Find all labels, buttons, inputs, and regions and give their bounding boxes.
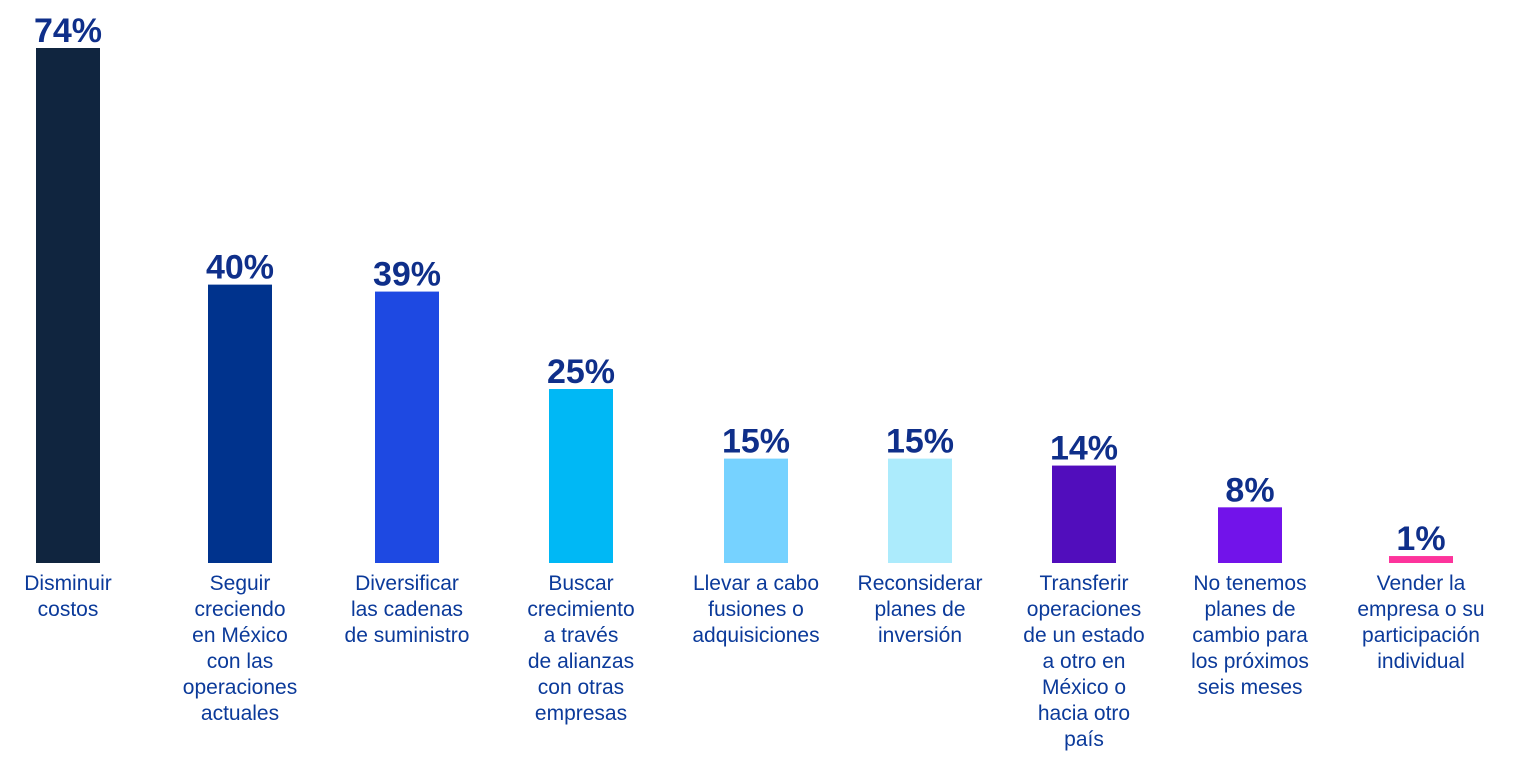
category-label-6: Reconsiderar planes de inversión	[858, 572, 983, 647]
category-label-2: Seguir creciendo en México con las operacion…	[183, 572, 297, 725]
value-labels-group: 74% 40% 39% 25% 15% 15% 14% 8% 1%	[34, 12, 1446, 558]
bar-2	[208, 284, 272, 563]
category-label-4: Buscar crecimiento a través de alianzas con …	[527, 572, 634, 725]
value-label-2: 40%	[206, 249, 274, 287]
category-label-1: Disminuir costos	[24, 572, 112, 621]
value-label-6: 15%	[886, 423, 954, 461]
bar-6	[888, 458, 952, 563]
value-label-3: 39%	[373, 256, 441, 294]
bar-1	[36, 48, 100, 563]
category-labels-group: Disminuir costos Seguir creciendo en México c…	[24, 572, 1484, 751]
category-label-3: Diversificar las cadenas de suministro	[345, 572, 470, 647]
bar-7	[1052, 465, 1116, 563]
bars-group	[36, 48, 1453, 563]
value-label-5: 15%	[722, 423, 790, 461]
value-label-9: 1%	[1396, 520, 1445, 558]
value-label-4: 25%	[547, 353, 615, 391]
bar-4	[549, 389, 613, 563]
category-label-8: No tenemos planes de cambio para los próxim…	[1191, 572, 1309, 699]
category-label-9: Vender la empresa o su participación indivi…	[1357, 572, 1484, 673]
bar-8	[1218, 507, 1282, 563]
value-label-7: 14%	[1050, 430, 1118, 468]
bar-9	[1389, 556, 1453, 563]
category-label-7: Transferir operaciones de un estado a otro …	[1023, 572, 1144, 751]
category-label-5: Llevar a cabo fusiones o adquisiciones	[692, 572, 819, 647]
value-label-1: 74%	[34, 12, 102, 50]
bar-5	[724, 458, 788, 563]
bar-3	[375, 291, 439, 563]
value-label-8: 8%	[1225, 471, 1274, 509]
